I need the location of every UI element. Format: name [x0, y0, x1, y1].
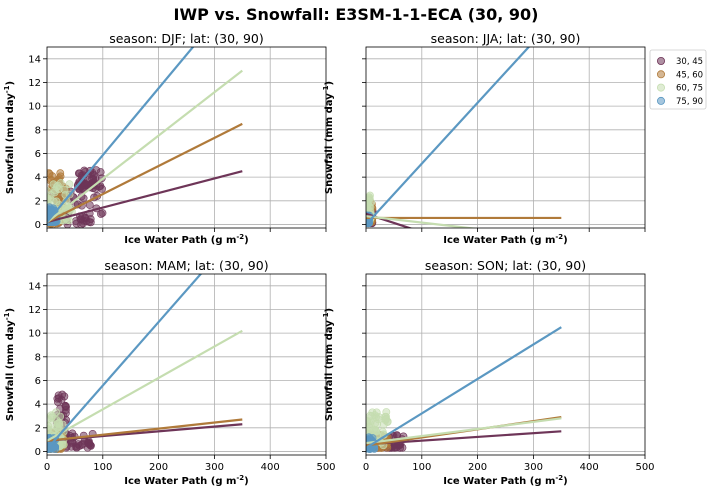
y-axis-label: Snowfall (mm day-1​)	[3, 308, 16, 421]
panel-title: season: JJA; lat: (30, 90)	[431, 31, 581, 46]
panel-2: season: JJA; lat: (30, 90) Ice Water Path…	[322, 31, 646, 246]
x-tick-label: 400	[261, 462, 280, 473]
x-tick-label: 400	[580, 462, 599, 473]
x-tick-label: 500	[635, 462, 654, 473]
figure-title: IWP vs. Snowfall: E3SM-1-1-ECA (30, 90)	[173, 5, 538, 24]
x-tick-label: 300	[524, 462, 543, 473]
y-tick-label: 8	[35, 125, 41, 136]
x-tick-label: 200	[149, 462, 168, 473]
fit-line-75-90	[47, 274, 203, 450]
data-point	[52, 197, 61, 206]
fit-line-30-45	[47, 170, 243, 224]
axes-frame	[365, 273, 646, 456]
legend-label: 45, 60	[676, 70, 703, 80]
axes-frame	[46, 46, 327, 229]
data-point	[50, 188, 59, 197]
panel-4: 0 100 200 300 400 500 season: SON; lat: (30, 9…	[322, 258, 655, 487]
x-tick-label: 0	[363, 462, 369, 473]
y-tick-label: 0	[35, 220, 41, 231]
data-point	[47, 170, 54, 178]
data-point	[58, 420, 67, 429]
y-axis-label: Snowfall (mm day-1​)	[3, 81, 16, 194]
x-tick-label: 500	[316, 462, 335, 473]
data-point	[81, 181, 90, 189]
legend-label: 30, 45	[676, 57, 703, 67]
data-point	[61, 402, 70, 411]
x-tick-label: 300	[205, 462, 224, 473]
fit-line-75-90	[366, 326, 562, 449]
plot-area	[47, 274, 243, 453]
y-tick-label: 2	[35, 423, 41, 434]
data-point	[47, 419, 56, 427]
data-point	[60, 392, 69, 401]
legend-frame	[649, 49, 707, 110]
plot-area	[366, 326, 562, 453]
axes-frame	[46, 273, 327, 456]
y-axis-label: Snowfall (mm day-1​)	[322, 308, 335, 421]
data-point	[98, 184, 106, 193]
legend-label: 75, 90	[676, 97, 703, 107]
y-tick-label: 12	[28, 78, 41, 89]
y-tick-label: 4	[35, 173, 41, 184]
data-point	[383, 418, 392, 426]
fit-line-30-45	[366, 430, 562, 446]
data-point	[68, 439, 77, 448]
x-axis-label: Ice Water Path (g m-2​)	[124, 233, 249, 246]
data-point	[96, 168, 105, 176]
legend-marker	[657, 57, 666, 66]
panel-title: season: MAM; lat: (30, 90)	[104, 258, 268, 273]
panel-3: 0 100 200 300 400 500 0 2 4 6 8 10 12 14 season: MAM; …	[3, 258, 336, 487]
fit-line-45-60	[47, 418, 243, 442]
plot-area	[366, 47, 562, 228]
fit-line-75-90	[47, 47, 195, 223]
x-tick-label: 200	[468, 462, 487, 473]
y-axis-label: Snowfall (mm day-1​)	[322, 81, 335, 194]
y-tick-label: 4	[35, 400, 41, 411]
panel-title: season: DJF; lat: (30, 90)	[109, 31, 264, 46]
data-point	[60, 185, 69, 194]
fit-line-60-75	[47, 69, 243, 223]
axes-frame	[365, 46, 646, 229]
y-tick-label: 6	[35, 149, 41, 160]
fit-line-60-75	[47, 329, 243, 442]
fit-line-60-75	[366, 417, 562, 445]
data-point	[47, 205, 53, 213]
data-point	[65, 180, 74, 189]
x-tick-label: 100	[93, 462, 112, 473]
data-point	[374, 415, 383, 424]
y-tick-label: 14	[28, 281, 41, 292]
data-point	[49, 180, 58, 189]
fit-line-75-90	[366, 47, 531, 226]
legend-marker	[657, 70, 666, 79]
x-tick-label: 100	[412, 462, 431, 473]
y-tick-label: 12	[28, 305, 41, 316]
panel-title: season: SON; lat: (30, 90)	[425, 258, 586, 273]
data-point	[83, 443, 92, 452]
legend-marker	[657, 83, 666, 92]
y-tick-label: 2	[35, 196, 41, 207]
y-tick-label: 10	[28, 329, 41, 340]
panel-1: 0 2 4 6 8 10 12 14 season: DJF; lat: (30, 90) Ice…	[3, 31, 327, 246]
legend: 30, 45 45, 60 60, 75 75, 90	[649, 49, 707, 110]
fit-line-30-45	[366, 212, 413, 228]
fit-line-60-75	[366, 215, 479, 228]
legend-marker	[657, 96, 666, 105]
y-tick-label: 10	[28, 102, 41, 113]
x-axis-label: Ice Water Path (g m-2​)	[443, 474, 568, 487]
data-point	[366, 193, 374, 202]
fit-line-45-60	[47, 122, 243, 224]
plot-area	[47, 47, 243, 228]
y-tick-label: 6	[35, 376, 41, 387]
legend-label: 60, 75	[676, 84, 703, 94]
data-point	[98, 209, 107, 217]
y-tick-label: 0	[35, 447, 41, 458]
x-axis-label: Ice Water Path (g m-2​)	[124, 474, 249, 487]
y-tick-label: 8	[35, 352, 41, 363]
x-tick-label: 0	[44, 462, 50, 473]
data-point	[366, 416, 371, 425]
x-axis-label: Ice Water Path (g m-2​)	[443, 233, 568, 246]
y-tick-label: 14	[28, 54, 41, 65]
